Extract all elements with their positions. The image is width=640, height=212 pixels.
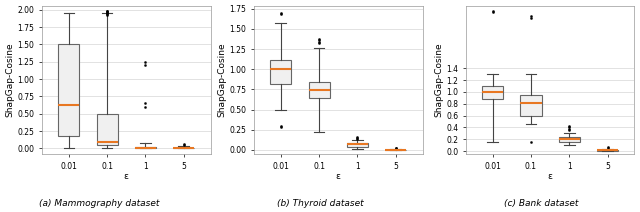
Text: (c) Bank dataset: (c) Bank dataset — [504, 199, 578, 208]
PathPatch shape — [347, 143, 368, 147]
PathPatch shape — [97, 114, 118, 145]
Y-axis label: ShapGap-Cosine: ShapGap-Cosine — [435, 43, 444, 117]
PathPatch shape — [308, 82, 330, 98]
PathPatch shape — [597, 150, 618, 151]
PathPatch shape — [385, 149, 406, 150]
Y-axis label: ShapGap-Cosine: ShapGap-Cosine — [218, 43, 227, 117]
Text: (b) Thyroid dataset: (b) Thyroid dataset — [276, 199, 364, 208]
X-axis label: ε: ε — [548, 172, 553, 181]
PathPatch shape — [135, 147, 156, 148]
Y-axis label: ShapGap-Cosine: ShapGap-Cosine — [6, 43, 15, 117]
X-axis label: ε: ε — [336, 172, 340, 181]
PathPatch shape — [58, 45, 79, 136]
PathPatch shape — [559, 137, 580, 142]
PathPatch shape — [482, 86, 503, 99]
PathPatch shape — [270, 60, 291, 84]
X-axis label: ε: ε — [124, 172, 129, 181]
PathPatch shape — [520, 95, 541, 116]
Text: (a) Mammography dataset: (a) Mammography dataset — [39, 199, 159, 208]
